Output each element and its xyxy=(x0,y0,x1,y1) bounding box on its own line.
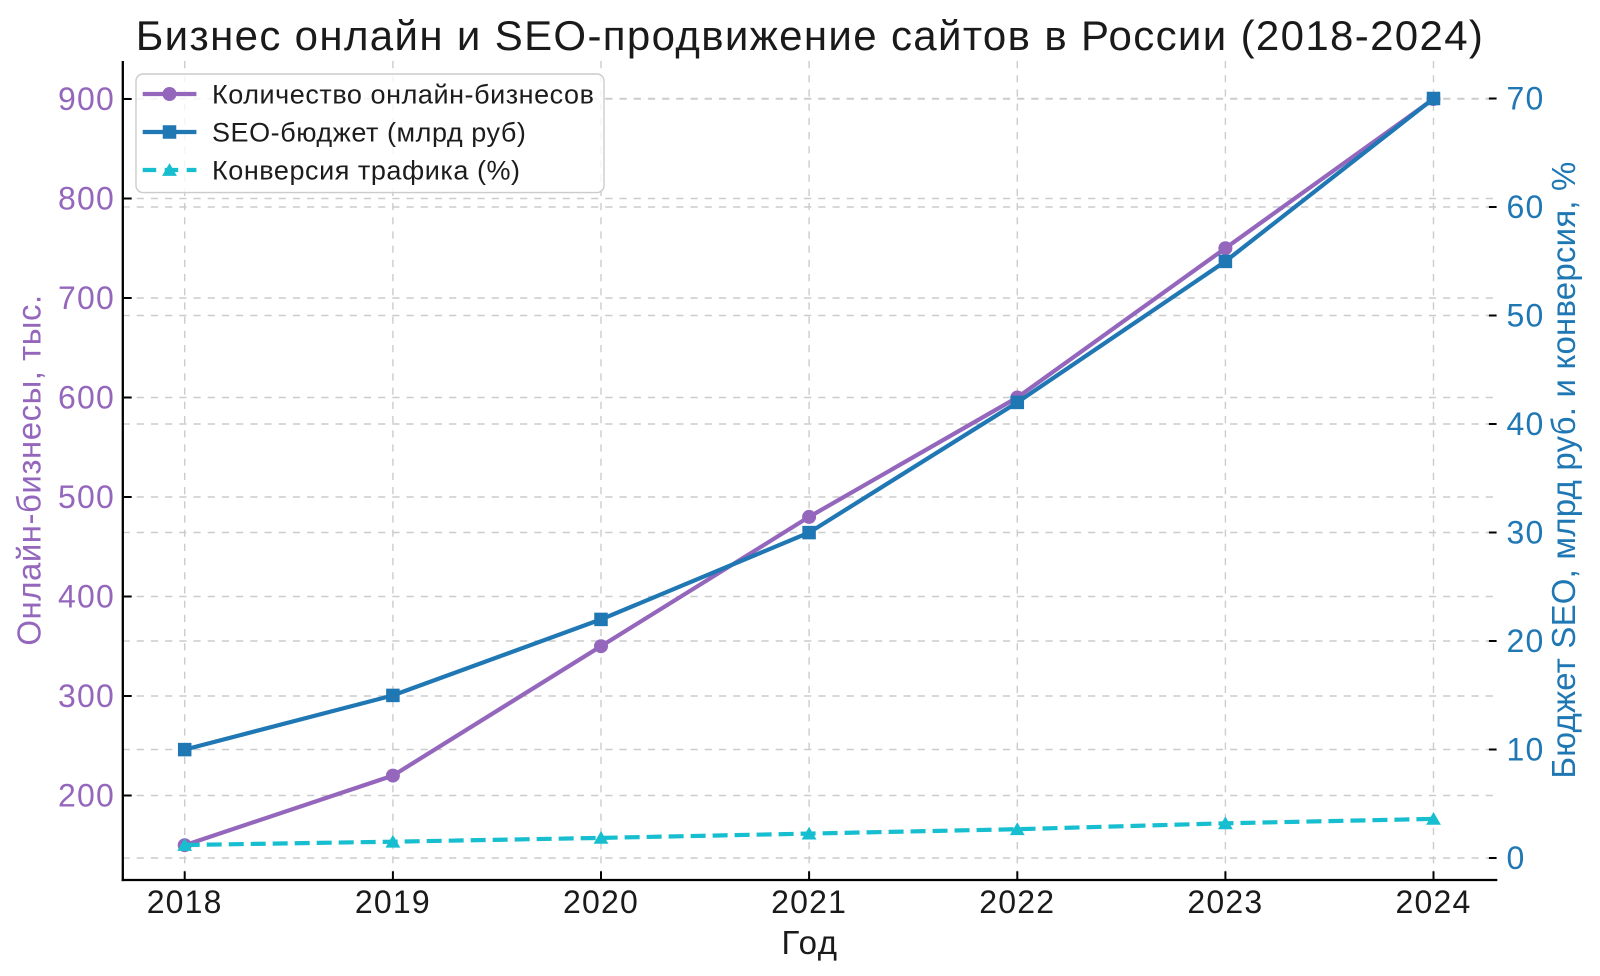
svg-text:2022: 2022 xyxy=(979,884,1055,920)
svg-text:Бюджет SEO, млрд руб. и конвер: Бюджет SEO, млрд руб. и конверсия, % xyxy=(1545,161,1582,778)
svg-text:2020: 2020 xyxy=(563,884,639,920)
svg-text:500: 500 xyxy=(58,479,115,515)
svg-text:2023: 2023 xyxy=(1187,884,1263,920)
svg-text:200: 200 xyxy=(58,778,115,814)
svg-text:0: 0 xyxy=(1507,840,1526,876)
svg-text:70: 70 xyxy=(1507,81,1545,117)
svg-text:2019: 2019 xyxy=(355,884,431,920)
svg-text:10: 10 xyxy=(1507,732,1545,768)
svg-text:400: 400 xyxy=(58,579,115,615)
svg-text:40: 40 xyxy=(1507,406,1545,442)
svg-text:SEO-бюджет (млрд руб): SEO-бюджет (млрд руб) xyxy=(212,118,526,148)
svg-text:50: 50 xyxy=(1507,298,1545,334)
svg-text:Бизнес онлайн и SEO-продвижени: Бизнес онлайн и SEO-продвижение сайтов в… xyxy=(136,12,1485,59)
svg-text:2021: 2021 xyxy=(771,884,847,920)
svg-text:800: 800 xyxy=(58,181,115,217)
svg-text:900: 900 xyxy=(58,81,115,117)
svg-text:Год: Год xyxy=(781,924,838,961)
svg-text:600: 600 xyxy=(58,380,115,416)
svg-text:Количество онлайн-бизнесов: Количество онлайн-бизнесов xyxy=(212,80,595,110)
svg-text:700: 700 xyxy=(58,280,115,316)
svg-text:Онлайн-бизнесы, тыс.: Онлайн-бизнесы, тыс. xyxy=(11,294,48,645)
svg-text:60: 60 xyxy=(1507,189,1545,225)
svg-text:2018: 2018 xyxy=(147,884,223,920)
svg-text:20: 20 xyxy=(1507,623,1545,659)
svg-text:30: 30 xyxy=(1507,515,1545,551)
svg-text:Конверсия трафика (%): Конверсия трафика (%) xyxy=(212,156,521,186)
svg-text:2024: 2024 xyxy=(1396,884,1472,920)
svg-text:300: 300 xyxy=(58,678,115,714)
